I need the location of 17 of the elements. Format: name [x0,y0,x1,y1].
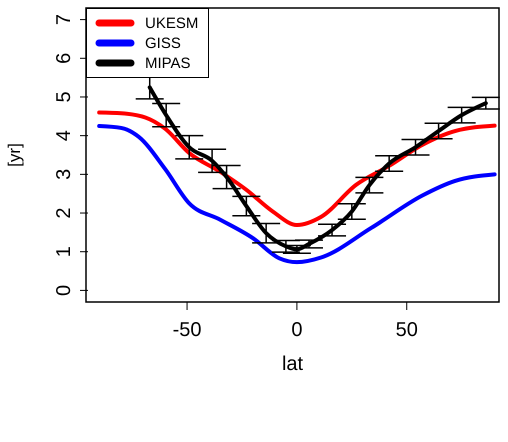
legend-label: UKESM [145,14,198,32]
legend-label: MIPAS [145,54,191,72]
y-tick-label: 3 [53,168,75,180]
x-tick-label: -50 [172,319,202,341]
line-series [97,124,497,264]
y-tick-label: 2 [53,207,75,219]
y-tick-label: 6 [53,52,75,64]
x-tick-label: 0 [291,319,302,341]
y-axis-title: [yr] [5,143,24,167]
x-tick-label: 50 [396,319,418,341]
y-tick-label: 0 [53,284,75,296]
y-tick-label: 1 [53,246,75,258]
legend-label: GISS [145,34,181,52]
y-tick-label: 4 [53,130,75,142]
y-tick-label: 7 [53,14,75,26]
y-tick-label: 5 [53,91,75,103]
x-axis-title: lat [282,353,304,375]
